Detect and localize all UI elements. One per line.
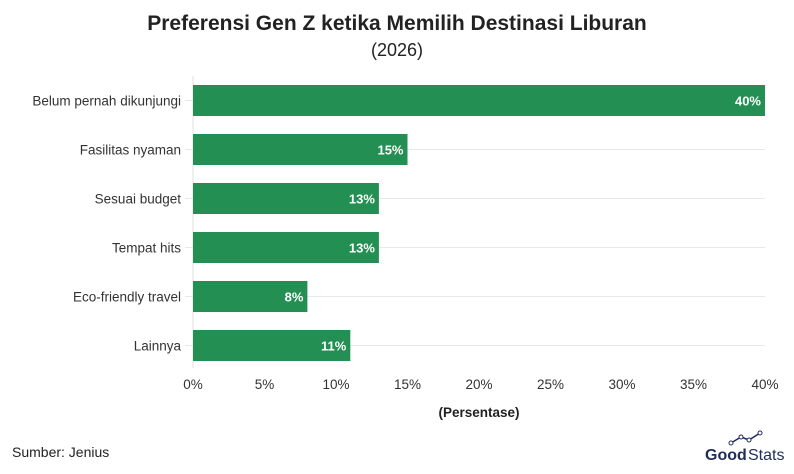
- bar: [193, 85, 765, 116]
- bar: [193, 232, 379, 263]
- category-label: Fasilitas nyaman: [80, 143, 181, 158]
- goodstats-logo: Good Stats: [705, 430, 784, 464]
- data-label: 8%: [285, 290, 304, 305]
- x-tick-label: 30%: [608, 377, 635, 392]
- chart-title: Preferensi Gen Z ketika Memilih Destinas…: [147, 12, 647, 35]
- x-tick-label: 25%: [537, 377, 564, 392]
- bar: [193, 134, 408, 165]
- x-tick-label: 35%: [680, 377, 707, 392]
- x-tick-label: 20%: [465, 377, 492, 392]
- data-label: 40%: [735, 94, 761, 109]
- data-label: 13%: [349, 192, 375, 207]
- svg-text:Stats: Stats: [748, 447, 784, 464]
- svg-text:Good: Good: [705, 447, 747, 464]
- data-label: 13%: [349, 241, 375, 256]
- x-tick-label: 10%: [322, 377, 349, 392]
- category-label: Eco-friendly travel: [73, 290, 181, 305]
- bar: [193, 281, 308, 312]
- x-tick-label: 40%: [751, 377, 778, 392]
- data-label: 15%: [377, 143, 403, 158]
- category-label: Lainnya: [134, 339, 182, 354]
- x-tick-label: 15%: [394, 377, 421, 392]
- category-label: Tempat hits: [112, 241, 181, 256]
- data-label: 11%: [321, 339, 347, 354]
- bar: [193, 330, 351, 361]
- category-label: Belum pernah dikunjungi: [32, 94, 181, 109]
- x-axis-label: (Persentase): [438, 405, 519, 420]
- source-text: Sumber: Jenius: [12, 444, 109, 460]
- x-tick-label: 0%: [183, 377, 203, 392]
- x-tick-label: 5%: [255, 377, 275, 392]
- category-label: Sesuai budget: [95, 192, 182, 207]
- bar: [193, 183, 379, 214]
- chart-subtitle: (2026): [371, 40, 423, 60]
